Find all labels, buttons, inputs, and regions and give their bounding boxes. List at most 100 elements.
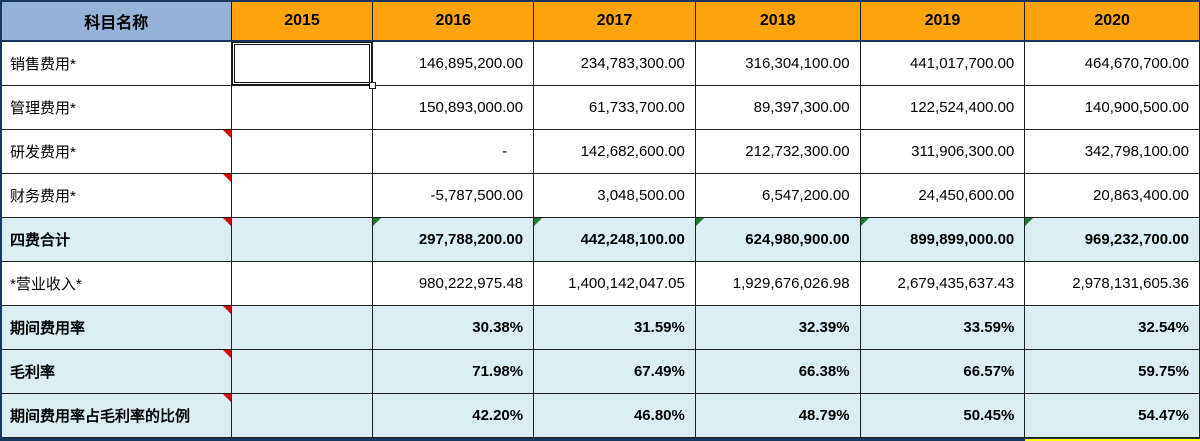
header-row: 科目名称 2015 2016 2017 2018 2019 2020: [2, 2, 1200, 42]
row-label-cell[interactable]: 毛利率: [2, 350, 232, 394]
value-cell[interactable]: [231, 394, 374, 438]
value-cell[interactable]: 1,929,676,026.98: [695, 262, 861, 306]
value-cell[interactable]: 234,783,300.00: [534, 42, 696, 86]
value-cell[interactable]: 2,679,435,637.43: [860, 262, 1026, 306]
header-cell-year-2015[interactable]: 2015: [231, 2, 374, 42]
value-cell[interactable]: 46.80%: [534, 394, 696, 438]
value-cell[interactable]: 969,232,700.00: [1025, 218, 1200, 262]
value-cell[interactable]: 442,248,100.00: [534, 218, 696, 262]
value-cell[interactable]: [231, 262, 374, 306]
value-cell[interactable]: 624,980,900.00: [695, 218, 861, 262]
cell-value: 311,906,300.00: [911, 143, 1015, 160]
comment-indicator-icon: [222, 130, 231, 138]
year-header-label: 2016: [435, 12, 472, 29]
header-cell-year-2020[interactable]: 2020: [1025, 2, 1200, 42]
value-cell[interactable]: 89,397,300.00: [695, 86, 861, 130]
cell-value: 59.75%: [1138, 363, 1189, 380]
value-cell[interactable]: 464,670,700.00: [1025, 42, 1200, 86]
value-cell[interactable]: 140,900,500.00: [1025, 86, 1200, 130]
comment-indicator-icon: [222, 218, 231, 226]
value-cell[interactable]: 899,899,000.00: [860, 218, 1026, 262]
value-cell[interactable]: [231, 218, 374, 262]
value-cell[interactable]: [231, 130, 374, 174]
row-label-cell[interactable]: 研发费用*: [2, 130, 232, 174]
value-cell[interactable]: 3,048,500.00: [534, 174, 696, 218]
cell-value: 46.80%: [633, 407, 685, 424]
value-cell[interactable]: 122,524,400.00: [860, 86, 1026, 130]
cell-value: 67.49%: [633, 363, 685, 380]
header-cell-year-2016[interactable]: 2016: [373, 2, 535, 42]
row-label: 研发费用*: [10, 144, 76, 161]
row-label-cell[interactable]: 期间费用率占毛利率的比例: [2, 394, 232, 438]
row-label-cell[interactable]: 期间费用率: [2, 306, 232, 350]
cell-value: 30.38%: [472, 319, 524, 336]
value-cell[interactable]: 66.57%: [860, 350, 1026, 394]
cell-value: -: [502, 143, 508, 160]
value-cell[interactable]: 2,978,131,605.36: [1025, 262, 1200, 306]
value-cell[interactable]: 30.38%: [373, 306, 535, 350]
cell-value: 122,524,400.00: [910, 99, 1015, 116]
value-cell[interactable]: 32.54%: [1025, 306, 1200, 350]
value-cell[interactable]: 146,895,200.00: [373, 42, 535, 86]
value-cell[interactable]: 66.38%: [695, 350, 861, 394]
value-cell[interactable]: 142,682,600.00: [534, 130, 696, 174]
cell-value: 42.20%: [472, 407, 524, 424]
header-cell-year-2019[interactable]: 2019: [860, 2, 1026, 42]
comment-indicator-icon: [222, 306, 231, 314]
value-cell[interactable]: 1,400,142,047.05: [534, 262, 696, 306]
year-header-label: 2017: [596, 12, 633, 29]
value-cell[interactable]: 441,017,700.00: [860, 42, 1026, 86]
value-cell[interactable]: 32.39%: [695, 306, 861, 350]
cell-value: 32.54%: [1138, 319, 1189, 336]
header-cell-subject-name[interactable]: 科目名称: [2, 2, 232, 42]
value-cell[interactable]: 212,732,300.00: [695, 130, 861, 174]
row-label: 销售费用*: [10, 56, 76, 73]
row-label-cell[interactable]: *营业收入*: [2, 262, 232, 306]
value-cell[interactable]: 342,798,100.00: [1025, 130, 1200, 174]
value-cell[interactable]: [231, 86, 374, 130]
cell-value: 297,788,200.00: [418, 231, 524, 248]
value-cell[interactable]: [231, 306, 374, 350]
value-cell[interactable]: 150,893,000.00: [373, 86, 535, 130]
year-header-label: 2019: [924, 12, 961, 29]
cell-value: 899,899,000.00: [910, 231, 1015, 248]
header-cell-year-2017[interactable]: 2017: [534, 2, 696, 42]
row-label-cell[interactable]: 管理费用*: [2, 86, 232, 130]
formula-warning-icon: [860, 218, 869, 226]
value-cell[interactable]: 316,304,100.00: [695, 42, 861, 86]
value-cell[interactable]: 31.59%: [534, 306, 696, 350]
row-label-cell[interactable]: 四费合计: [2, 218, 232, 262]
formula-warning-icon: [1025, 218, 1034, 226]
value-cell[interactable]: -: [373, 130, 535, 174]
value-cell[interactable]: [231, 350, 374, 394]
comment-indicator-icon: [222, 174, 231, 182]
cell-value: 212,732,300.00: [745, 143, 850, 160]
value-cell[interactable]: 54.47%: [1025, 394, 1200, 438]
value-cell[interactable]: 71.98%: [373, 350, 535, 394]
cell-value: 1,929,676,026.98: [732, 275, 850, 292]
value-cell[interactable]: 67.49%: [534, 350, 696, 394]
value-cell[interactable]: -5,787,500.00: [373, 174, 535, 218]
row-label-cell[interactable]: 销售费用*: [2, 42, 232, 86]
value-cell[interactable]: 297,788,200.00: [373, 218, 535, 262]
value-cell[interactable]: 20,863,400.00: [1025, 174, 1200, 218]
fill-handle[interactable]: [369, 82, 377, 89]
cell-value: 48.79%: [798, 407, 850, 424]
value-cell[interactable]: 50.45%: [860, 394, 1026, 438]
formula-warning-icon: [534, 218, 543, 226]
value-cell[interactable]: 6,547,200.00: [695, 174, 861, 218]
value-cell[interactable]: 42.20%: [373, 394, 535, 438]
value-cell[interactable]: 980,222,975.48: [373, 262, 535, 306]
value-cell[interactable]: 59.75%: [1025, 350, 1200, 394]
value-cell[interactable]: 24,450,600.00: [860, 174, 1026, 218]
value-cell[interactable]: 61,733,700.00: [534, 86, 696, 130]
value-cell[interactable]: [231, 174, 374, 218]
value-cell[interactable]: 33.59%: [860, 306, 1026, 350]
table-row: *营业收入* 980,222,975.48 1,400,142,047.05 1,92…: [2, 262, 1200, 306]
value-cell[interactable]: [231, 42, 377, 89]
row-label-cell[interactable]: 财务费用*: [2, 174, 232, 218]
value-cell[interactable]: 311,906,300.00: [860, 130, 1026, 174]
value-cell[interactable]: 48.79%: [695, 394, 861, 438]
header-cell-year-2018[interactable]: 2018: [695, 2, 861, 42]
